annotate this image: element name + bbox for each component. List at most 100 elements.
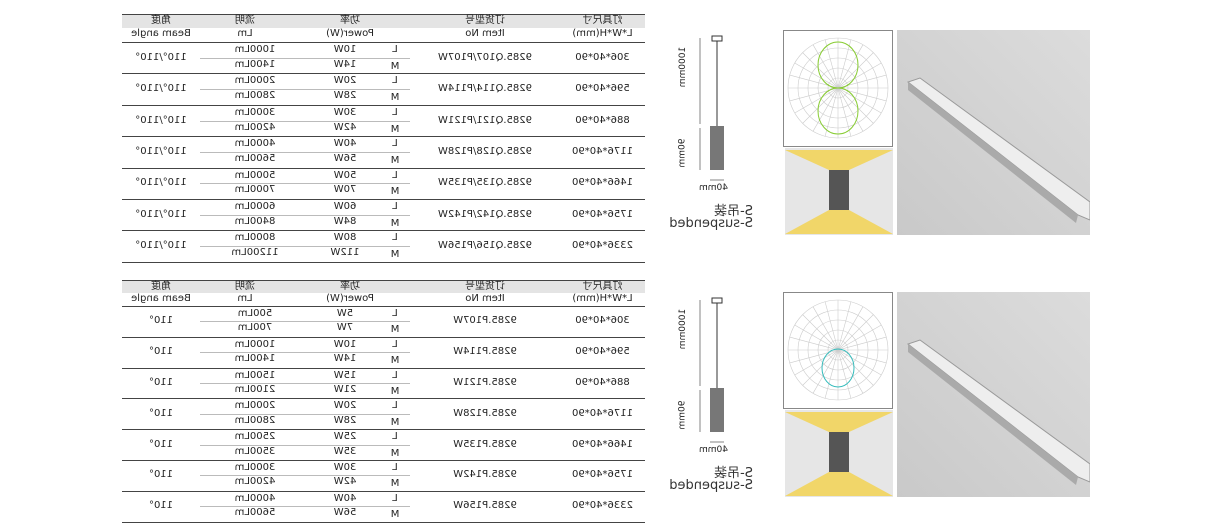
mount-label-en: S-suspended — [669, 216, 753, 231]
row-rule — [122, 42, 645, 43]
header-cell-en: Beam angle — [131, 293, 191, 304]
header-cell: 角度 — [151, 15, 171, 26]
cell-power: 21W — [333, 384, 357, 395]
dim-depth: 90mm — [677, 138, 688, 168]
cell-size: 596*40*90 — [575, 346, 630, 358]
cell-power: 5W — [336, 308, 354, 319]
cell-power: 28W — [333, 414, 357, 426]
cell-lumen: 1000Lm — [234, 338, 276, 350]
cell-power: 15W — [333, 369, 357, 381]
cell-power: 70W — [333, 184, 357, 196]
cell-lumen: 3500Lm — [234, 445, 276, 457]
header-cell-en: Power(W) — [326, 293, 374, 304]
cell-power: 40W — [333, 138, 357, 150]
cell-level: M — [390, 249, 400, 261]
cell-level: M — [390, 217, 400, 229]
cell-power: 56W — [333, 507, 357, 519]
cell-level: L — [392, 400, 398, 412]
header-cell-en: Beam angle — [131, 28, 191, 39]
cell-lumen: 1000Lm — [234, 44, 276, 55]
row-rule — [122, 136, 645, 138]
cell-level: L — [392, 338, 398, 350]
cell-angle: 110°/110° — [135, 177, 187, 189]
cell-power: 20W — [333, 400, 357, 412]
cell-level: L — [392, 369, 398, 381]
cell-level: L — [392, 44, 398, 55]
cell-power: 7W — [336, 322, 354, 334]
cell-size: 1176*40*90 — [572, 407, 633, 419]
cell-level: M — [390, 509, 400, 521]
dim-width: 40mm — [699, 445, 728, 455]
fixture-drawing — [665, 30, 760, 195]
cell-angle: 110° — [148, 407, 174, 419]
polar-diagram — [783, 292, 893, 409]
cell-item: 9285.Q142/P142W — [438, 208, 532, 220]
header-cell-en: L*W*H(mm) — [572, 293, 633, 304]
dim-height: 1000mm — [677, 46, 688, 88]
dim-height: 1000mm — [677, 308, 688, 350]
cell-power: 14W — [333, 353, 357, 365]
cell-lumen: 3000Lm — [234, 106, 276, 118]
row-rule — [122, 336, 645, 338]
cell-power: 35W — [333, 445, 357, 457]
cell-lumen: 2000Lm — [234, 400, 276, 412]
cell-lumen: 4200Lm — [234, 476, 276, 488]
cell-power: 14W — [333, 58, 357, 70]
cell-level: L — [392, 169, 398, 181]
cell-angle: 110°/110° — [135, 208, 187, 220]
light-photo — [785, 148, 893, 235]
cell-size: 1176*40*90 — [572, 145, 633, 157]
cell-size: 306*40*90 — [575, 51, 630, 63]
cell-level: M — [390, 416, 400, 428]
header-cell: 功率 — [340, 15, 360, 26]
light-photo — [785, 410, 893, 497]
cell-power: 50W — [333, 169, 357, 181]
cell-lumen: 3000Lm — [234, 462, 276, 473]
header-cell-en: L*W*H(mm) — [572, 28, 633, 39]
row-rule — [122, 460, 645, 461]
product-photo — [897, 292, 1091, 497]
cell-level: M — [390, 60, 400, 72]
cell-item: 9285.P121W — [453, 377, 517, 388]
header-cell-en: Item No — [465, 28, 505, 39]
dim-width: 40mm — [699, 183, 728, 193]
cell-item: 9285.P128W — [453, 407, 517, 419]
cell-lumen: 2800Lm — [234, 90, 276, 102]
row-rule — [122, 73, 645, 75]
cell-angle: 110° — [148, 377, 174, 388]
cell-level: M — [390, 123, 400, 135]
row-rule — [122, 429, 645, 431]
cell-level: M — [390, 186, 400, 198]
cell-size: 2336*40*90 — [572, 240, 633, 252]
header-cell: 灯具尺寸 — [582, 15, 623, 26]
cell-power: 56W — [333, 152, 357, 164]
cell-power: 20W — [333, 75, 357, 87]
cell-lumen: 1400Lm — [234, 58, 276, 70]
cell-lumen: 4000Lm — [234, 492, 276, 504]
cell-power: 10W — [333, 338, 357, 350]
cell-lumen: 6000Lm — [234, 201, 276, 212]
row-rule — [122, 199, 645, 200]
fixture-drawing — [665, 292, 760, 457]
cell-size: 886*40*90 — [575, 377, 630, 388]
cell-power: 80W — [333, 232, 357, 244]
row-rule — [122, 167, 645, 169]
cell-level: L — [392, 431, 398, 443]
cell-lumen: 5600Lm — [234, 507, 276, 519]
cell-lumen: 4000Lm — [234, 138, 276, 150]
cell-power: 60W — [333, 201, 357, 212]
row-rule — [122, 490, 645, 492]
cell-angle: 110°/110° — [135, 83, 187, 95]
cell-level: M — [390, 355, 400, 367]
cell-size: 1756*40*90 — [572, 208, 633, 220]
header-cell-en: Lm — [237, 28, 253, 39]
header-cell-en: Power(W) — [326, 28, 374, 39]
cell-level: M — [390, 154, 400, 166]
cell-angle: 110° — [148, 438, 174, 450]
cell-size: 1466*40*90 — [572, 438, 633, 450]
cell-item: 9285.Q114/P114W — [438, 83, 532, 95]
header-cell: 订货型号 — [465, 281, 505, 292]
cell-lumen: 8400Lm — [234, 215, 276, 227]
cell-angle: 110°/110° — [135, 240, 187, 252]
